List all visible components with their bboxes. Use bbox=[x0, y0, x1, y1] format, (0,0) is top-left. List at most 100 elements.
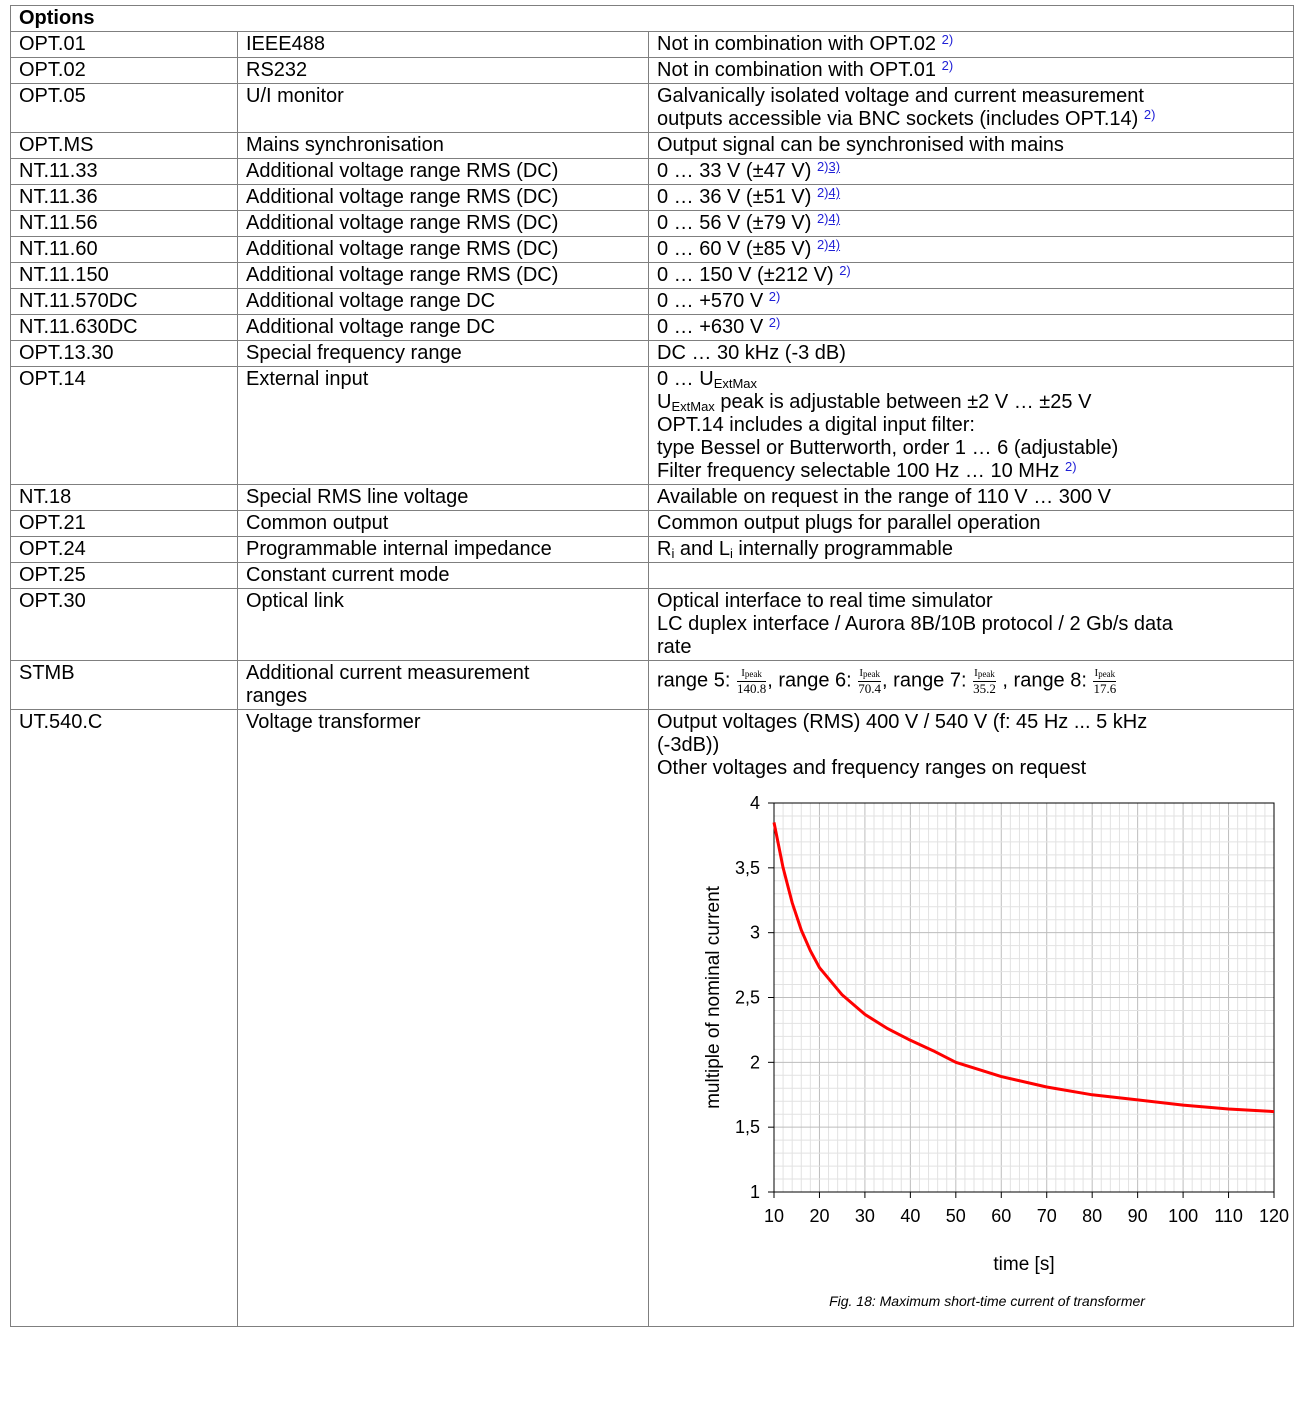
option-description: Common output plugs for parallel operati… bbox=[648, 510, 1294, 537]
option-description: 0 … 33 V (±47 V) 2)3) bbox=[648, 158, 1294, 185]
range-fraction: Ipeak 35.2 bbox=[973, 667, 996, 695]
option-code: OPT.MS bbox=[10, 132, 238, 159]
table-row: NT.11.36 Additional voltage range RMS (DC… bbox=[10, 184, 1294, 211]
table-row: OPT.30 Optical link Optical interface to r… bbox=[10, 588, 1294, 661]
subscript: peak bbox=[862, 669, 880, 679]
footnote-link[interactable]: 2) bbox=[816, 159, 829, 174]
option-description: 0 … 150 V (±212 V) 2) bbox=[648, 262, 1294, 289]
text: I bbox=[741, 667, 745, 679]
option-code: NT.11.630DC bbox=[10, 314, 238, 341]
option-code: OPT.14 bbox=[10, 366, 238, 485]
option-name: Special RMS line voltage bbox=[237, 484, 649, 511]
x-tick-label: 100 bbox=[1168, 1206, 1198, 1226]
footnote-link[interactable]: 2) bbox=[1064, 459, 1077, 474]
table-row: OPT.01 IEEE488 Not in combination with OPT… bbox=[10, 31, 1294, 58]
option-description: 0 … 36 V (±51 V) 2)4) bbox=[648, 184, 1294, 211]
footnote-link[interactable]: 2) bbox=[839, 263, 851, 278]
option-name: Additional voltage range DC bbox=[237, 314, 649, 341]
desc-line: OPT.14 includes a digital input filter: bbox=[657, 414, 975, 436]
footnote-link[interactable]: 2) bbox=[816, 185, 829, 200]
subscript: ExtMax bbox=[713, 376, 758, 391]
fraction-denominator: 17.6 bbox=[1093, 681, 1117, 696]
table-row: OPT.05 U/I monitor Galvanically isolated v… bbox=[10, 83, 1294, 133]
option-code: NT.18 bbox=[10, 484, 238, 511]
desc-line: Optical interface to real time simulator bbox=[657, 590, 993, 612]
subscript: i bbox=[671, 546, 675, 561]
y-tick-label: 3 bbox=[750, 923, 760, 943]
option-description: 0 … +570 V 2) bbox=[648, 288, 1294, 315]
option-description: range 5: Ipeak 140.8, range 6: Ipeak 70.4,… bbox=[648, 660, 1294, 710]
y-tick-label: 4 bbox=[750, 793, 760, 813]
desc-line: 0 … UExtMax bbox=[657, 368, 1286, 391]
table-row: NT.11.150 Additional voltage range RMS (D… bbox=[10, 262, 1294, 289]
subscript: i bbox=[729, 546, 733, 561]
footnote-link[interactable]: 4) bbox=[828, 211, 841, 226]
table-row: OPT.24 Programmable internal impedance Ri … bbox=[10, 536, 1294, 563]
series-line bbox=[772, 822, 1275, 1114]
fraction-denominator: 70.4 bbox=[858, 681, 882, 696]
text: I bbox=[1094, 667, 1099, 679]
option-code: OPT.01 bbox=[10, 31, 238, 58]
text: I bbox=[859, 667, 863, 679]
desc-line: UExtMax peak is adjustable between ±2 V … bbox=[657, 391, 1286, 414]
footnote-link[interactable]: 2) bbox=[1143, 107, 1156, 122]
option-name-line: Additional current measurement bbox=[246, 662, 530, 684]
option-name: Constant current mode bbox=[237, 562, 649, 589]
option-description: 0 … 60 V (±85 V) 2)4) bbox=[648, 236, 1294, 263]
desc-text: 0 … 60 V (±85 V) bbox=[657, 238, 812, 260]
option-description: 0 … +630 V 2) bbox=[648, 314, 1294, 341]
desc-text: 0 … 150 V (±212 V) bbox=[657, 264, 834, 286]
x-tick-label: 90 bbox=[1128, 1206, 1148, 1226]
footnote-link[interactable]: 2) bbox=[816, 237, 829, 252]
option-name: Additional voltage range RMS (DC) bbox=[237, 158, 649, 185]
table-row: OPT.14 External input 0 … UExtMax UExtMax p… bbox=[10, 366, 1294, 485]
option-code: OPT.13.30 bbox=[10, 340, 238, 367]
option-code: NT.11.36 bbox=[10, 184, 238, 211]
footnote-link[interactable]: 2) bbox=[768, 289, 781, 304]
text: , bbox=[996, 669, 1014, 692]
option-name: Optical link bbox=[237, 588, 649, 661]
option-description: Not in combination with OPT.02 2) bbox=[648, 31, 1294, 58]
text: , bbox=[767, 669, 779, 692]
x-tick-label: 50 bbox=[946, 1206, 966, 1226]
range-fraction: Ipeak 17.6 bbox=[1093, 667, 1117, 696]
subscript: peak bbox=[1098, 669, 1116, 679]
option-name: IEEE488 bbox=[237, 31, 649, 58]
desc-line: outputs accessible via BNC sockets (incl… bbox=[657, 107, 1286, 131]
table-row: OPT.21 Common output Common output plugs f… bbox=[10, 510, 1294, 537]
option-description: Galvanically isolated voltage and curren… bbox=[648, 83, 1294, 133]
option-name: Additional voltage range DC bbox=[237, 288, 649, 315]
footnote-link[interactable]: 2) bbox=[768, 315, 781, 330]
footnote-link[interactable]: 3) bbox=[828, 159, 841, 174]
text: LC duplex interface / Aurora 8B/10B prot… bbox=[657, 613, 1173, 635]
desc-line: rate bbox=[657, 636, 692, 658]
desc-line: Galvanically isolated voltage and curren… bbox=[657, 85, 1144, 107]
text: 0 … U bbox=[657, 368, 714, 390]
y-axis-label: multiple of nominal current bbox=[703, 885, 724, 1109]
desc-text: 0 … +570 V bbox=[657, 290, 764, 312]
footnote-link[interactable]: 4) bbox=[828, 237, 841, 252]
footnote-link[interactable]: 2) bbox=[816, 211, 829, 226]
desc-text: Not in combination with OPT.01 bbox=[657, 59, 937, 81]
table-row: OPT.02 RS232 Not in combination with OPT.0… bbox=[10, 57, 1294, 84]
desc-line: Other voltages and frequency ranges on r… bbox=[657, 757, 1087, 779]
footnote-link[interactable]: 4) bbox=[828, 185, 841, 200]
text: internally programmable bbox=[732, 538, 953, 560]
option-description: Output voltages (RMS) 400 V / 540 V (f: … bbox=[648, 709, 1294, 1327]
desc-text: Output signal can be synchronised with m… bbox=[657, 134, 1064, 156]
desc-text: DC … 30 kHz (-3 dB) bbox=[657, 342, 846, 364]
option-description: Ri and Li internally programmable bbox=[648, 536, 1294, 563]
range-label: range 7: bbox=[893, 669, 973, 692]
fraction-numerator: Ipeak bbox=[736, 667, 767, 682]
option-code: OPT.25 bbox=[10, 562, 238, 589]
option-code: NT.11.150 bbox=[10, 262, 238, 289]
footnote-link[interactable]: 2) bbox=[941, 58, 954, 73]
footnote-link[interactable]: 2) bbox=[941, 32, 954, 47]
range-label: range 6: bbox=[778, 669, 858, 692]
chart-svg: 1 1,5 2 2,5 3 3,5 4 multiple of nominal current… bbox=[703, 793, 1289, 1275]
fraction-numerator: Ipeak bbox=[973, 667, 996, 682]
option-name: Additional voltage range RMS (DC) bbox=[237, 262, 649, 289]
y-tick-label: 1 bbox=[750, 1182, 760, 1202]
option-code: OPT.24 bbox=[10, 536, 238, 563]
option-code: NT.11.570DC bbox=[10, 288, 238, 315]
